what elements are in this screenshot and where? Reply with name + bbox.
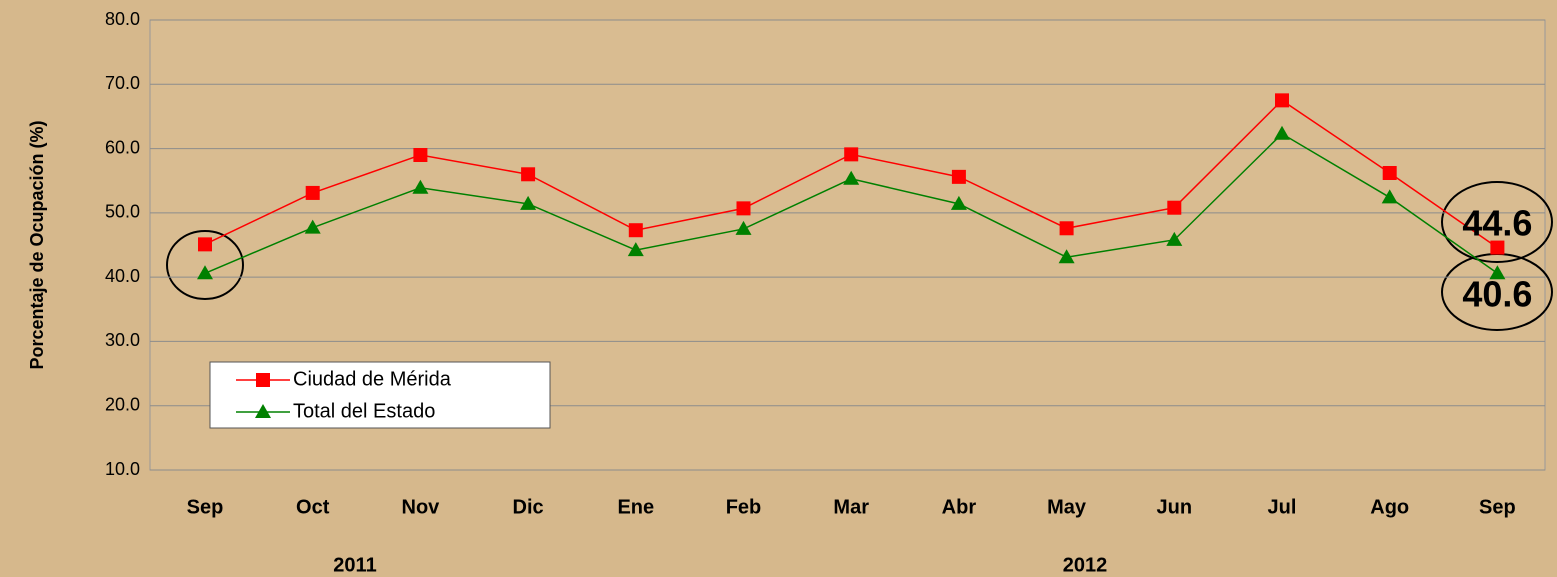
year-label: 2011 [333, 554, 376, 576]
data-label: 40.6 [1462, 274, 1532, 315]
marker [1274, 125, 1290, 140]
marker [950, 195, 967, 210]
marker [413, 148, 428, 162]
y-tick-label: 20.0 [105, 394, 140, 414]
x-tick-label: Abr [942, 496, 977, 518]
marker [951, 169, 966, 184]
x-tick-label: Sep [187, 496, 224, 518]
marker [844, 147, 859, 162]
marker [304, 219, 321, 234]
marker [1167, 200, 1182, 215]
highlight-circle [1441, 181, 1553, 263]
marker [255, 404, 271, 418]
x-tick-label: Mar [833, 496, 869, 518]
marker [305, 185, 320, 200]
marker [1059, 221, 1074, 236]
y-tick-label: 30.0 [105, 330, 140, 350]
marker [198, 237, 212, 252]
x-tick-label: Dic [513, 496, 544, 518]
x-tick-label: Ene [617, 496, 654, 518]
marker [1166, 231, 1183, 246]
x-tick-label: Jun [1157, 496, 1193, 518]
x-tick-label: Nov [402, 496, 441, 518]
year-label: 2012 [1063, 554, 1108, 576]
marker [412, 179, 429, 194]
legend-label: Total del Estado [293, 400, 435, 422]
y-tick-label: 80.0 [105, 9, 140, 29]
marker [736, 201, 751, 216]
x-tick-label: Oct [296, 496, 330, 518]
marker [1058, 249, 1075, 264]
marker [735, 220, 752, 235]
marker [1490, 240, 1505, 255]
legend: Ciudad de Mérida Total del Estado [209, 361, 551, 429]
marker [1382, 166, 1397, 180]
y-tick-label: 60.0 [105, 137, 140, 157]
x-tick-label: Jul [1268, 496, 1297, 518]
marker [627, 242, 644, 257]
y-tick-label: 10.0 [105, 459, 140, 479]
highlight-circle [166, 230, 244, 300]
marker [256, 373, 270, 387]
marker [1489, 265, 1506, 280]
marker [521, 167, 536, 182]
x-tick-label: Sep [1479, 496, 1516, 518]
y-tick-label: 50.0 [105, 202, 140, 222]
marker [843, 170, 860, 185]
data-label: 44.6 [1462, 203, 1532, 244]
y-tick-label: 40.0 [105, 266, 140, 286]
marker [628, 223, 643, 238]
legend-label: Ciudad de Mérida [293, 368, 452, 390]
marker [197, 265, 213, 280]
x-tick-label: Feb [726, 496, 762, 518]
x-tick-label: May [1047, 496, 1087, 518]
marker [1275, 93, 1289, 108]
y-tick-label: 70.0 [105, 73, 140, 93]
y-axis-label: Porcentaje de Ocupación (%) [27, 120, 47, 369]
marker [1381, 189, 1398, 204]
marker [520, 195, 537, 210]
x-tick-label: Ago [1370, 496, 1409, 518]
